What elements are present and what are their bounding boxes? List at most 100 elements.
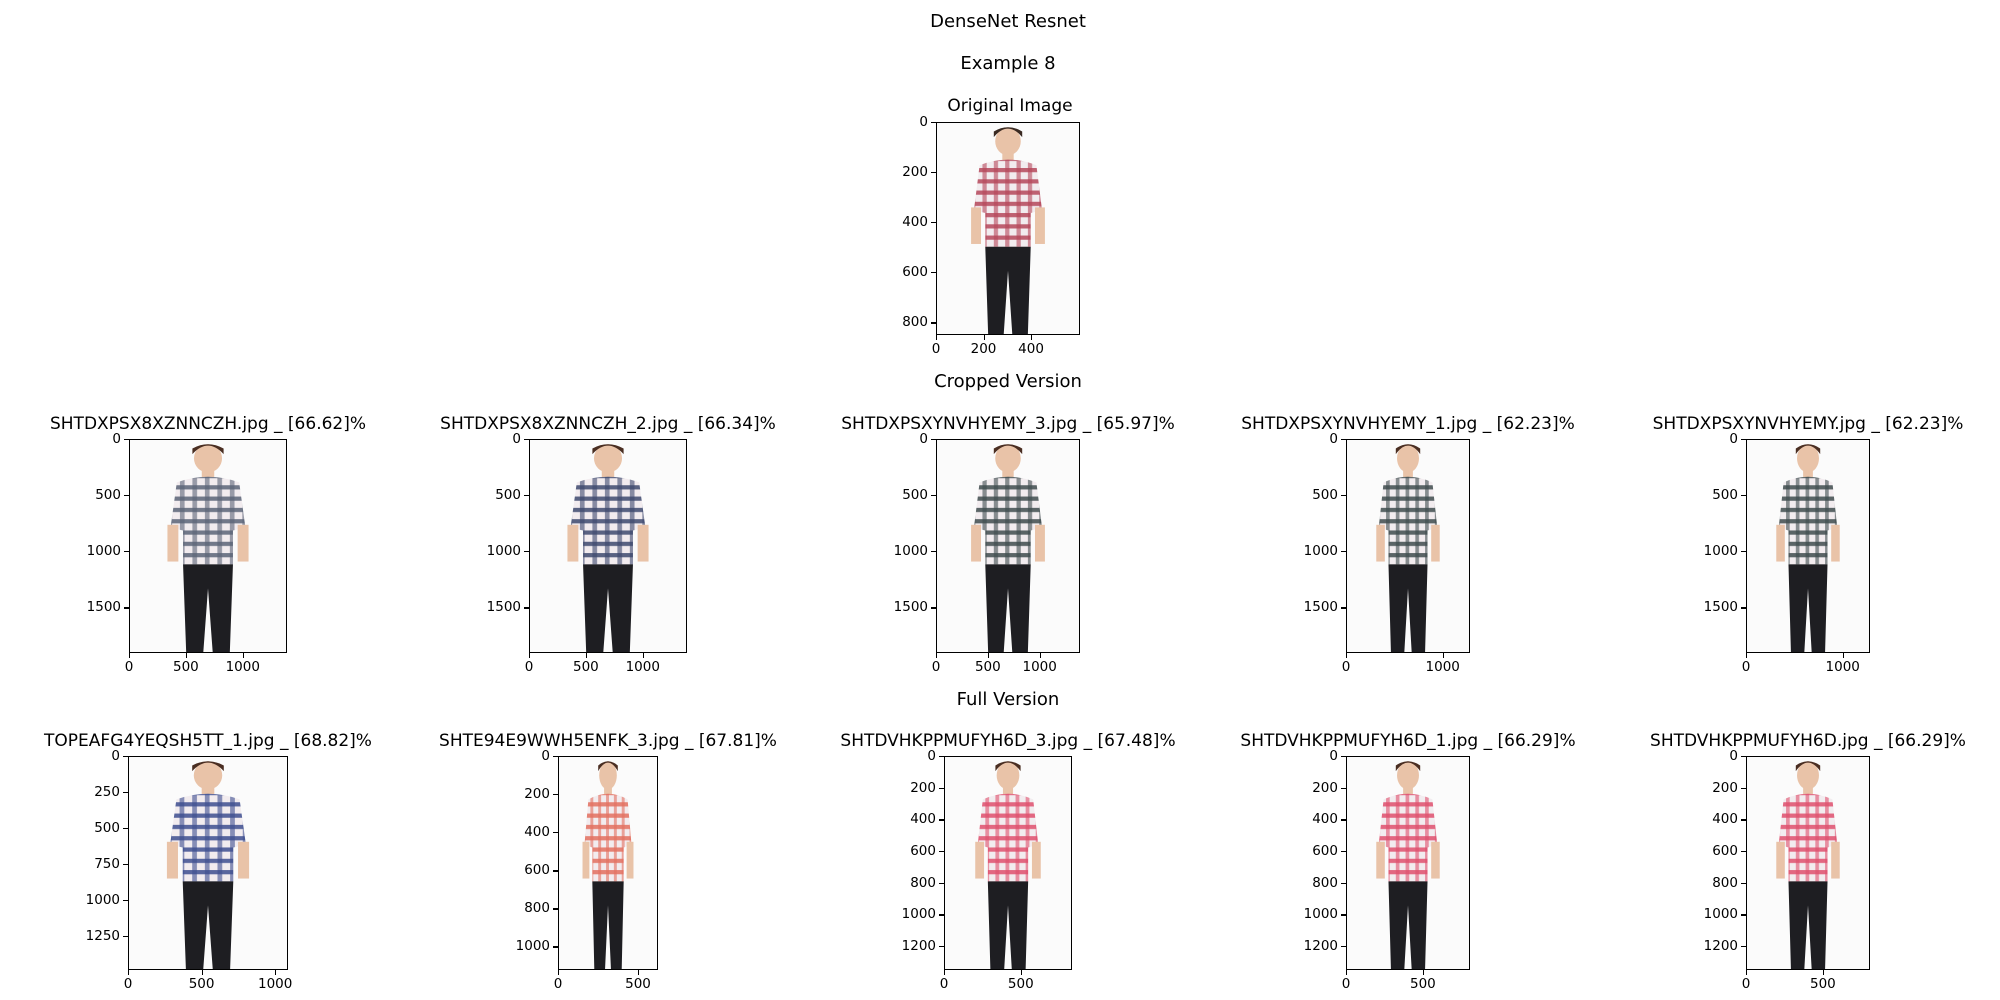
y-tick-label: 0 [927, 748, 936, 764]
y-tick-label: 400 [1312, 811, 1338, 828]
y-tick-mark [123, 756, 128, 758]
x-tick-label: 400 [1018, 341, 1044, 357]
x-tick-label: 500 [625, 976, 651, 992]
y-tick-label: 0 [1729, 748, 1738, 764]
y-tick-mark [931, 322, 936, 324]
x-tick-label: 0 [1341, 659, 1351, 675]
x-tick-label: 0 [931, 341, 941, 357]
cropped-result-title: SHTDXPSX8XZNNCZH_2.jpg _ [66.34]% [440, 414, 776, 434]
y-tick-label: 800 [902, 314, 928, 331]
y-tick-label: 1000 [1303, 543, 1338, 560]
y-tick-label: 1200 [901, 938, 936, 955]
y-tick-mark [123, 827, 128, 830]
cropped-result-title: SHTDXPSX8XZNNCZH.jpg _ [66.62]% [49, 414, 367, 434]
x-tick-label: 1000 [625, 659, 660, 675]
cropped-result-title: SHTDXPSXYNVHYEMY.jpg _ [62.23]% [1652, 414, 1964, 434]
x-tick-label: 1000 [1022, 659, 1057, 675]
y-tick-mark [123, 899, 128, 902]
y-tick-mark [1741, 787, 1746, 789]
y-tick-mark [553, 756, 558, 758]
y-tick-mark [1341, 439, 1346, 441]
y-tick-mark [1341, 851, 1346, 853]
example-label: Example 8 [960, 53, 1056, 74]
x-tick-mark [944, 970, 946, 975]
cropped-result-image [1746, 439, 1870, 653]
x-tick-label: 1000 [1425, 659, 1460, 675]
y-tick-mark [524, 551, 529, 553]
y-tick-label: 1500 [1703, 599, 1738, 616]
full-result-image [944, 756, 1072, 970]
y-tick-mark [1741, 882, 1746, 884]
y-tick-label: 1500 [86, 599, 121, 616]
x-tick-mark [1020, 970, 1023, 975]
y-tick-label: 500 [95, 487, 121, 504]
y-tick-mark [1341, 946, 1346, 948]
y-tick-mark [931, 495, 936, 497]
y-tick-label: 0 [541, 748, 550, 764]
x-tick-mark [987, 653, 990, 658]
x-tick-mark [1346, 653, 1348, 658]
y-tick-mark [123, 863, 128, 866]
y-tick-label: 600 [902, 264, 928, 281]
y-tick-mark [524, 439, 529, 441]
y-tick-label: 800 [1312, 874, 1338, 891]
x-tick-label: 500 [1409, 976, 1436, 992]
x-tick-mark [558, 970, 560, 975]
x-tick-mark [128, 970, 130, 975]
original-image-title: Original Image [947, 96, 1073, 116]
x-tick-mark [275, 970, 277, 975]
y-tick-mark [553, 946, 558, 948]
y-tick-label: 750 [94, 855, 120, 872]
full-result-title: TOPEAFG4YEQSH5TT_1.jpg _ [68.82]% [44, 731, 372, 751]
y-tick-label: 1000 [515, 938, 550, 955]
y-tick-mark [124, 439, 129, 441]
y-tick-label: 1200 [1303, 938, 1338, 955]
y-tick-label: 400 [1712, 811, 1738, 828]
full-version-label: Full Version [956, 689, 1060, 710]
y-tick-label: 1500 [893, 599, 928, 616]
y-tick-label: 1500 [486, 599, 521, 616]
y-tick-mark [939, 787, 944, 789]
y-tick-label: 400 [902, 214, 928, 231]
y-tick-mark [939, 756, 944, 758]
y-tick-mark [939, 851, 944, 853]
x-tick-label: 0 [931, 659, 941, 675]
y-tick-label: 1500 [1303, 599, 1338, 616]
y-tick-mark [1741, 946, 1746, 948]
x-tick-mark [585, 653, 588, 658]
y-tick-mark [1341, 495, 1346, 497]
x-tick-label: 500 [172, 659, 199, 675]
full-result-image [1346, 756, 1470, 970]
y-tick-mark [1341, 607, 1346, 609]
y-tick-mark [124, 495, 129, 497]
x-tick-label: 500 [1007, 976, 1034, 992]
x-tick-mark [642, 653, 645, 658]
y-tick-label: 600 [1712, 843, 1738, 860]
y-tick-mark [939, 882, 944, 884]
y-tick-mark [1341, 787, 1346, 789]
cropped-result-title: SHTDXPSXYNVHYEMY_1.jpg _ [62.23]% [1241, 414, 1575, 434]
cropped-result-image [936, 439, 1080, 653]
y-tick-mark [124, 607, 129, 609]
y-tick-label: 0 [512, 431, 521, 447]
y-tick-label: 0 [1329, 431, 1338, 447]
x-tick-label: 0 [939, 976, 949, 992]
y-tick-mark [931, 172, 936, 174]
y-tick-mark [1741, 756, 1746, 758]
y-tick-label: 1000 [1303, 906, 1338, 923]
y-tick-mark [553, 794, 558, 796]
full-result-image [558, 756, 658, 970]
x-tick-mark [129, 653, 131, 658]
y-tick-label: 500 [902, 487, 928, 504]
y-tick-label: 800 [524, 900, 550, 917]
x-tick-label: 0 [1341, 976, 1351, 992]
y-tick-mark [1741, 851, 1746, 853]
y-tick-label: 400 [524, 824, 550, 841]
figure-title: DenseNet Resnet [930, 11, 1086, 32]
x-tick-mark [1031, 335, 1033, 340]
y-tick-mark [1341, 551, 1346, 553]
y-tick-label: 1000 [901, 906, 936, 923]
x-tick-mark [936, 335, 938, 340]
full-result-image [128, 756, 288, 970]
x-tick-label: 1000 [258, 976, 293, 992]
